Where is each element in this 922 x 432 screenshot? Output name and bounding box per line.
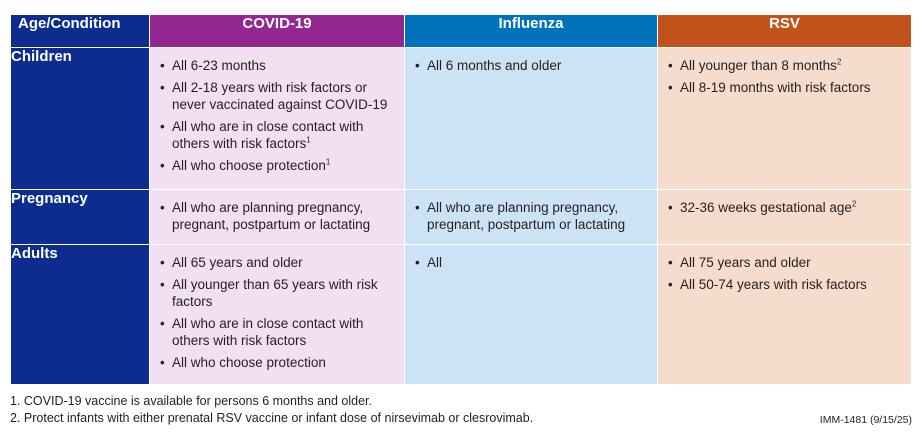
vaccine-recommendation-table: Age/Condition COVID-19 Influenza RSV Chi… <box>10 14 912 385</box>
list-item-text: All who are in close contact with others… <box>172 119 364 151</box>
row-label-adults: Adults <box>10 244 150 385</box>
bullet-icon: • <box>668 80 673 95</box>
footnote-1: 1. COVID-19 vaccine is available for per… <box>10 394 372 408</box>
pregnancy-rsv-list: • 32-36 weeks gestational age2 <box>658 190 911 216</box>
adults-covid-list: • All 65 years and older • All younger than… <box>150 245 404 371</box>
bullet-icon: • <box>160 158 165 173</box>
list-item-text: All younger than 8 months <box>680 58 837 73</box>
bullet-icon: • <box>160 119 165 134</box>
list-item: • All 65 years and older <box>160 254 398 271</box>
row-label-children: Children <box>10 47 150 190</box>
list-item-text: All who choose protection <box>172 355 326 370</box>
list-item-text: All who choose protection <box>172 158 326 173</box>
pregnancy-covid-list: • All who are planning pregnancy, pregnan… <box>150 190 404 233</box>
bullet-icon: • <box>668 255 673 270</box>
adults-rsv-list: • All 75 years and older • All 50-74 years … <box>658 245 911 293</box>
footnote-ref: 1 <box>325 157 331 167</box>
list-item: • All who are in close contact with other… <box>160 315 398 349</box>
header-age-condition: Age/Condition <box>10 14 150 48</box>
children-influenza-cell: • All 6 months and older <box>404 47 658 190</box>
children-rsv-cell: • All younger than 8 months2 • All 8-19 mon… <box>657 47 912 190</box>
list-item: • All 6-23 months <box>160 57 398 74</box>
bullet-icon: • <box>415 255 420 270</box>
row-label-pregnancy: Pregnancy <box>10 189 150 245</box>
list-item-text: All who are in close contact with others… <box>172 316 364 348</box>
list-item-text: All who are planning pregnancy, pregnant… <box>427 200 626 232</box>
bullet-icon: • <box>160 80 165 95</box>
list-item: • 32-36 weeks gestational age2 <box>668 199 905 216</box>
pregnancy-influenza-cell: • All who are planning pregnancy, pregnan… <box>404 189 658 245</box>
table-row-children: Children • All 6-23 months • All 2-18 years… <box>10 47 912 190</box>
footnote-2: 2. Protect infants with either prenatal … <box>10 411 534 425</box>
list-item-text: All who are planning pregnancy, pregnant… <box>172 200 371 232</box>
list-item: • All younger than 8 months2 <box>668 57 905 74</box>
list-item-text: All 6 months and older <box>427 58 562 73</box>
list-item-text: All 75 years and older <box>680 255 811 270</box>
adults-covid-cell: • All 65 years and older • All younger than… <box>149 244 405 385</box>
list-item-text: All 6-23 months <box>172 58 266 73</box>
adults-influenza-cell: • All <box>404 244 658 385</box>
list-item: • All 2-18 years with risk factors or nev… <box>160 79 398 113</box>
list-item: • All who choose protection <box>160 354 398 371</box>
list-item: • All 75 years and older <box>668 254 905 271</box>
list-item-text: All 65 years and older <box>172 255 303 270</box>
list-item: • All who are planning pregnancy, pregnan… <box>160 199 398 233</box>
list-item-text: 32-36 weeks gestational age <box>680 200 852 215</box>
list-item: • All <box>415 254 651 271</box>
list-item: • All 8-19 months with risk factors <box>668 79 905 96</box>
children-rsv-list: • All younger than 8 months2 • All 8-19 mon… <box>658 48 911 96</box>
header-rsv: RSV <box>657 14 912 48</box>
list-item-text: All younger than 65 years with risk fact… <box>172 277 378 309</box>
children-covid-list: • All 6-23 months • All 2-18 years with ris… <box>150 48 404 174</box>
adults-influenza-list: • All <box>405 245 657 271</box>
table-row-pregnancy: Pregnancy • All who are planning pregnanc… <box>10 189 912 245</box>
list-item: • All younger than 65 years with risk fac… <box>160 276 398 310</box>
bullet-icon: • <box>668 200 673 215</box>
bullet-icon: • <box>160 355 165 370</box>
header-covid: COVID-19 <box>149 14 405 48</box>
bullet-icon: • <box>668 277 673 292</box>
table-header-row: Age/Condition COVID-19 Influenza RSV <box>10 14 912 48</box>
bullet-icon: • <box>668 58 673 73</box>
bullet-icon: • <box>415 58 420 73</box>
bullet-icon: • <box>160 200 165 215</box>
list-item: • All who are in close contact with other… <box>160 118 398 152</box>
children-influenza-list: • All 6 months and older <box>405 48 657 74</box>
list-item-text: All 8-19 months with risk factors <box>680 80 871 95</box>
footnotes: 1. COVID-19 vaccine is available for per… <box>10 393 533 427</box>
pregnancy-rsv-cell: • 32-36 weeks gestational age2 <box>657 189 912 245</box>
list-item-text: All 50-74 years with risk factors <box>680 277 867 292</box>
list-item: • All who are planning pregnancy, pregnan… <box>415 199 651 233</box>
list-item-text: All <box>427 255 443 270</box>
pregnancy-covid-cell: • All who are planning pregnancy, pregnan… <box>149 189 405 245</box>
footnote-ref: 2 <box>851 199 857 209</box>
children-covid-cell: • All 6-23 months • All 2-18 years with ris… <box>149 47 405 190</box>
adults-rsv-cell: • All 75 years and older • All 50-74 years … <box>657 244 912 385</box>
document-code: IMM-1481 (9/15/25) <box>819 414 912 426</box>
bullet-icon: • <box>160 255 165 270</box>
table-row-adults: Adults • All 65 years and older • All young… <box>10 244 912 385</box>
footnote-ref: 1 <box>306 135 311 145</box>
bullet-icon: • <box>160 316 165 331</box>
header-influenza: Influenza <box>404 14 658 48</box>
bullet-icon: • <box>160 277 165 292</box>
list-item: • All 50-74 years with risk factors <box>668 276 905 293</box>
list-item-text: All 2-18 years with risk factors or neve… <box>172 80 388 112</box>
bullet-icon: • <box>160 58 165 73</box>
list-item: • All who choose protection1 <box>160 157 398 174</box>
pregnancy-influenza-list: • All who are planning pregnancy, pregnan… <box>405 190 657 233</box>
bullet-icon: • <box>415 200 420 215</box>
footnote-ref: 2 <box>836 57 842 67</box>
list-item: • All 6 months and older <box>415 57 651 74</box>
